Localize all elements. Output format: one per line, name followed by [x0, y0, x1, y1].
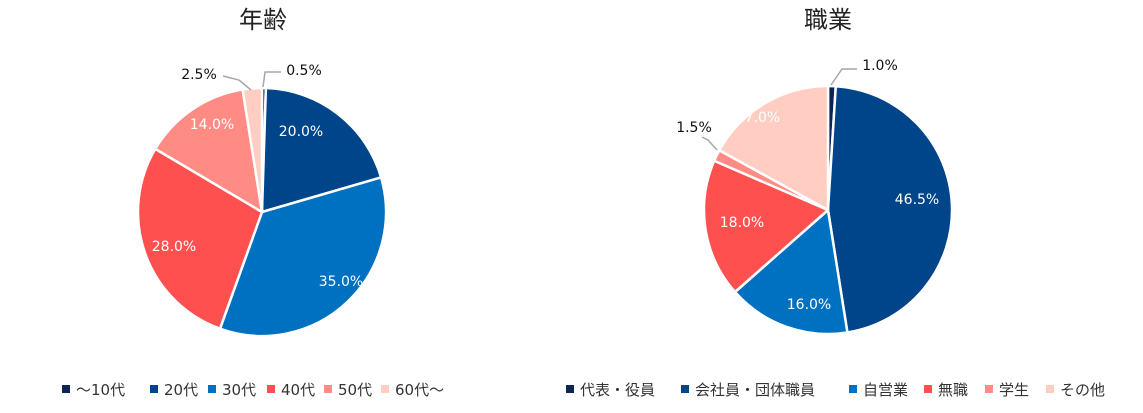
age-data-label-3: 35.0%: [319, 274, 363, 290]
age-pie-labels: 0.5% 20.0% 35.0% 28.0% 14.0% 2.5%: [152, 63, 363, 290]
occupation-data-label-2: 46.5%: [895, 192, 939, 208]
age-legend-swatch-3: [208, 385, 216, 393]
occupation-legend-swatch-2: [681, 385, 689, 393]
occupation-legend-label-5: 学生: [999, 381, 1029, 399]
occupation-data-label-6: 17.0%: [736, 110, 780, 126]
age-legend-label-6: 60代〜: [395, 381, 444, 399]
age-legend-label-1: 〜10代: [76, 381, 125, 399]
occupation-slice-4: [702, 159, 830, 294]
occupation-legend-label-3: 自営業: [863, 381, 908, 399]
age-chart-title: 年齢: [239, 6, 287, 34]
age-legend-label-2: 20代: [164, 381, 198, 399]
occupation-legend-swatch-6: [1046, 385, 1054, 393]
occupation-legend-swatch-4: [924, 385, 932, 393]
age-legend-label-3: 30代: [222, 381, 256, 399]
age-legend-swatch-1: [62, 385, 70, 393]
occupation-pie-slices: [702, 84, 954, 336]
age-pie-chart: 年齢 0.5% 20.0% 35.0% 28.0% 14.0% 2.5% 〜10代 20代 3…: [62, 6, 444, 399]
age-legend-swatch-2: [150, 385, 158, 393]
occupation-data-label-1: 1.0%: [862, 58, 898, 74]
age-pie-slices: [136, 86, 388, 338]
age-slice-2: [260, 86, 383, 214]
occupation-pie-labels: 1.0% 46.5% 16.0% 18.0% 1.5% 17.0%: [676, 58, 939, 313]
age-legend-label-5: 50代: [338, 381, 372, 399]
occupation-legend-swatch-5: [985, 385, 993, 393]
occupation-legend-swatch-1: [566, 385, 574, 393]
age-leader-line-1: [262, 71, 281, 88]
age-slice-5: [154, 88, 264, 214]
age-legend-swatch-4: [267, 385, 275, 393]
age-data-label-5: 14.0%: [190, 117, 234, 133]
age-data-label-6: 2.5%: [181, 67, 217, 83]
occupation-pie-chart: 職業 1.0% 46.5% 16.0% 18.0% 1.5% 17.0% 代表・役員 会社員…: [566, 6, 1105, 399]
occupation-legend-label-6: その他: [1060, 381, 1105, 399]
age-leader-line-6: [222, 75, 252, 91]
occupation-leader-line-5: [701, 136, 718, 151]
age-legend: 〜10代 20代 30代 40代 50代 60代〜: [62, 381, 444, 399]
occupation-leader-line-1: [830, 68, 857, 86]
age-data-label-1: 0.5%: [286, 63, 322, 79]
age-legend-label-4: 40代: [281, 381, 315, 399]
age-legend-swatch-5: [324, 385, 332, 393]
occupation-slice-6: [718, 84, 830, 212]
occupation-slice-3: [733, 208, 849, 336]
occupation-legend-label-2: 会社員・団体職員: [695, 381, 815, 399]
age-slice-6: [241, 86, 264, 214]
occupation-slice-2: [826, 84, 954, 334]
age-legend-swatch-6: [381, 385, 389, 393]
age-data-label-2: 20.0%: [279, 124, 323, 140]
occupation-legend: 代表・役員 会社員・団体職員 自営業 無職 学生 その他: [566, 381, 1105, 399]
occupation-data-label-4: 18.0%: [720, 215, 764, 231]
occupation-legend-label-4: 無職: [938, 381, 968, 399]
occupation-data-label-3: 16.0%: [787, 297, 831, 313]
occupation-chart-title: 職業: [804, 6, 852, 34]
occupation-legend-swatch-3: [849, 385, 857, 393]
occupation-data-label-5: 1.5%: [676, 120, 712, 136]
occupation-legend-label-1: 代表・役員: [580, 381, 655, 399]
age-data-label-4: 28.0%: [152, 239, 196, 255]
